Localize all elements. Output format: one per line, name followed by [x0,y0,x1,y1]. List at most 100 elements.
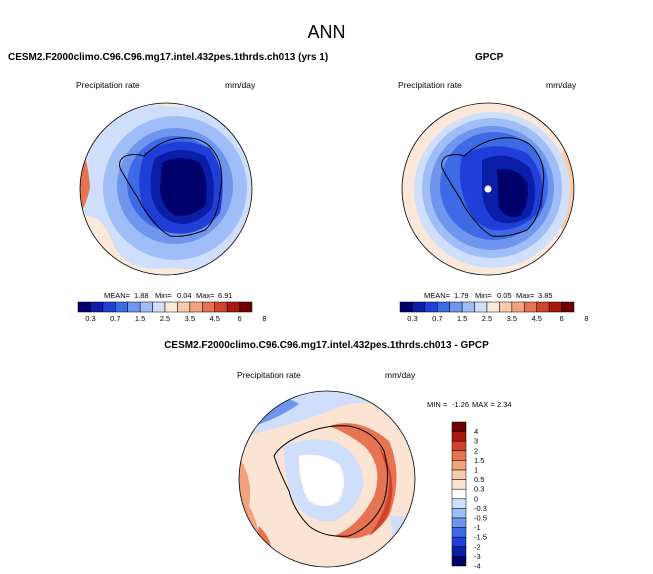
panel-1-colorbar-tick-label: 1.5 [135,314,145,323]
panel-3-colorbar-tick-label: -0.5 [474,514,487,523]
panel-3-colorbar-tick-label: 2 [474,446,478,455]
panel-2-min-label: Min= [475,291,492,300]
panel-3-colorbar-tick-label: -1 [474,523,481,532]
panel-3-min-label: MIN = [427,400,448,409]
panel-3-polar-map [238,390,416,568]
panel-3-colorbar-color-cell [451,460,467,471]
panel-2-colorbar-color-cell [474,301,488,313]
panel-1-colorbar-tick-label: 2.5 [160,314,170,323]
panel-3-colorbar-color-cell [451,527,467,538]
panel-1-colorbar-tick-label: 4.5 [209,314,219,323]
panel-2-colorbar-color-cell [424,301,438,313]
panel-3-variable-label: Precipitation rate [237,370,301,380]
panel-3-colorbar-tick-label: 1 [474,466,478,475]
panel-3-colorbar-color-cell [451,440,467,452]
panel-2-colorbar-tick-label: 2.5 [482,314,492,323]
panel-2-colorbar-color-cell [412,301,426,313]
panel-1-colorbar-color-cell [152,301,166,313]
panel-1-colorbar-tick-label: 6 [237,314,241,323]
panel-3-colorbar-tick-label: -3 [474,552,481,561]
panel-3-colorbar-tick-label: -2 [474,542,481,551]
panel-3-colorbar-color-cell [451,556,467,567]
panel-2-colorbar: 0.3 0.7 1.5 2.5 3.5 4.5 6 8 [399,301,589,323]
panel-1-colorbar-color-cell [102,301,116,313]
panel-3-colorbar-color-cell [451,469,467,480]
panel-2-max-value: 3.85 [538,291,553,300]
panel-1-colorbar-color-cell [202,301,215,313]
panel-3-colorbar-color-cell [451,498,467,509]
panel-1-colorbar-tick-label: 8 [262,314,266,323]
panel-3-colorbar-color-cell [451,546,467,557]
panel-3-colorbar-tick-label: 1.5 [474,456,484,465]
panel-3-colorbar-color-cell [451,536,467,548]
panel-1-max-label: Max= [196,291,215,300]
panel-1-mean-label: MEAN= [104,291,131,300]
panel-2-units-label: mm/day [546,80,577,90]
panel-2-mean-value: 1.79 [454,291,469,300]
panel-2-colorbar-color-cell [548,301,562,313]
panel-3-units-label: mm/day [385,370,416,380]
panel-1-mean-value: 1.88 [134,291,149,300]
panel-3-colorbar-tick-label: 4 [474,427,478,436]
panel-1-min-value: 0.04 [177,291,192,300]
panel-2-colorbar-color-cell [524,301,537,313]
panel-3-colorbar-tick-label: -0.3 [474,504,487,513]
panel-3-colorbar-color-cell [451,431,467,442]
panel-1-colorbar-color-cell [239,301,253,313]
panel-2-title: GPCP [475,52,504,63]
panel-3-max-value: 2.34 [497,400,512,409]
panel-2-colorbar-tick-label: 3.5 [507,314,517,323]
panel-3-colorbar-tick-label: 0.5 [474,475,484,484]
panel-1-colorbar-color-cell [214,301,228,313]
panel-2-colorbar-color-cell [486,301,500,313]
panel-2-colorbar-tick-label: 1.5 [457,314,467,323]
panel-1-colorbar-color-cell [115,301,128,313]
panel-3-colorbar-color-cell [451,488,467,500]
panel-1-colorbar-color-cell [77,301,91,313]
panel-3-colorbar-tick-label: 3 [474,437,478,446]
panel-3-max-label: MAX = [472,400,495,409]
panel-2-colorbar-tick-label: 4.5 [531,314,541,323]
panel-1-polar-map [79,102,253,276]
panel-1-colorbar-color-cell [226,301,240,313]
panel-1-colorbar-color-cell [90,301,104,313]
panel-1-title: CESM2.F2000climo.C96.C96.mg17.intel.432p… [8,52,329,63]
page-title: ANN [307,22,346,42]
panel-2-colorbar-color-cell [511,301,525,313]
panel-2-colorbar-color-cell [399,301,413,313]
panel-2-colorbar-color-cell [561,301,575,313]
panel-2-max-label: Max= [516,291,535,300]
panel-3-min-value: -1.26 [452,400,470,409]
panel-2-colorbar-tick-label: 0.3 [407,314,417,323]
panel-2-variable-label: Precipitation rate [398,80,462,90]
panel-2-colorbar-color-cell [437,301,450,313]
panel-1-colorbar-color-cell [127,301,141,313]
panel-1-colorbar-color-cell [177,301,191,313]
panel-1-min-label: Min= [155,291,172,300]
panel-1-colorbar-color-cell [164,301,178,313]
panel-2-mean-label: MEAN= [424,291,451,300]
panel-1-colorbar-tick-label: 0.3 [85,314,95,323]
panel-2-colorbar-color-cell [536,301,550,313]
panel-2-polar-map [401,102,575,276]
panel-3-colorbar-color-cell [451,479,467,490]
panel-1-max-value: 6.91 [218,291,233,300]
panel-3-colorbar-tick-label: -4 [474,562,481,571]
panel-1-colorbar-tick-label: 3.5 [185,314,195,323]
panel-3-colorbar-tick-label: 0.3 [474,485,484,494]
panel-2-colorbar-color-cell [449,301,463,313]
panel-3-colorbar-color-cell [451,508,467,519]
panel-1-units-label: mm/day [225,80,256,90]
panel-1-variable-label: Precipitation rate [76,80,140,90]
panel-2-min-value: 0.05 [497,291,512,300]
panel-3-title: CESM2.F2000climo.C96.C96.mg17.intel.432p… [164,340,489,351]
panel-1-colorbar: 0.3 0.7 1.5 2.5 3.5 4.5 6 8 [77,301,267,323]
panel-1-colorbar-color-cell [139,301,153,313]
panel-2-colorbar-tick-label: 8 [584,314,588,323]
panel-2-colorbar-tick-label: 0.7 [432,314,442,323]
panel-3-colorbar-color-cell [451,450,467,461]
panel-3-colorbar-tick-label: -1.5 [474,533,487,542]
panel-3-colorbar-color-cell [451,517,467,528]
panel-2-colorbar-color-cell [461,301,475,313]
